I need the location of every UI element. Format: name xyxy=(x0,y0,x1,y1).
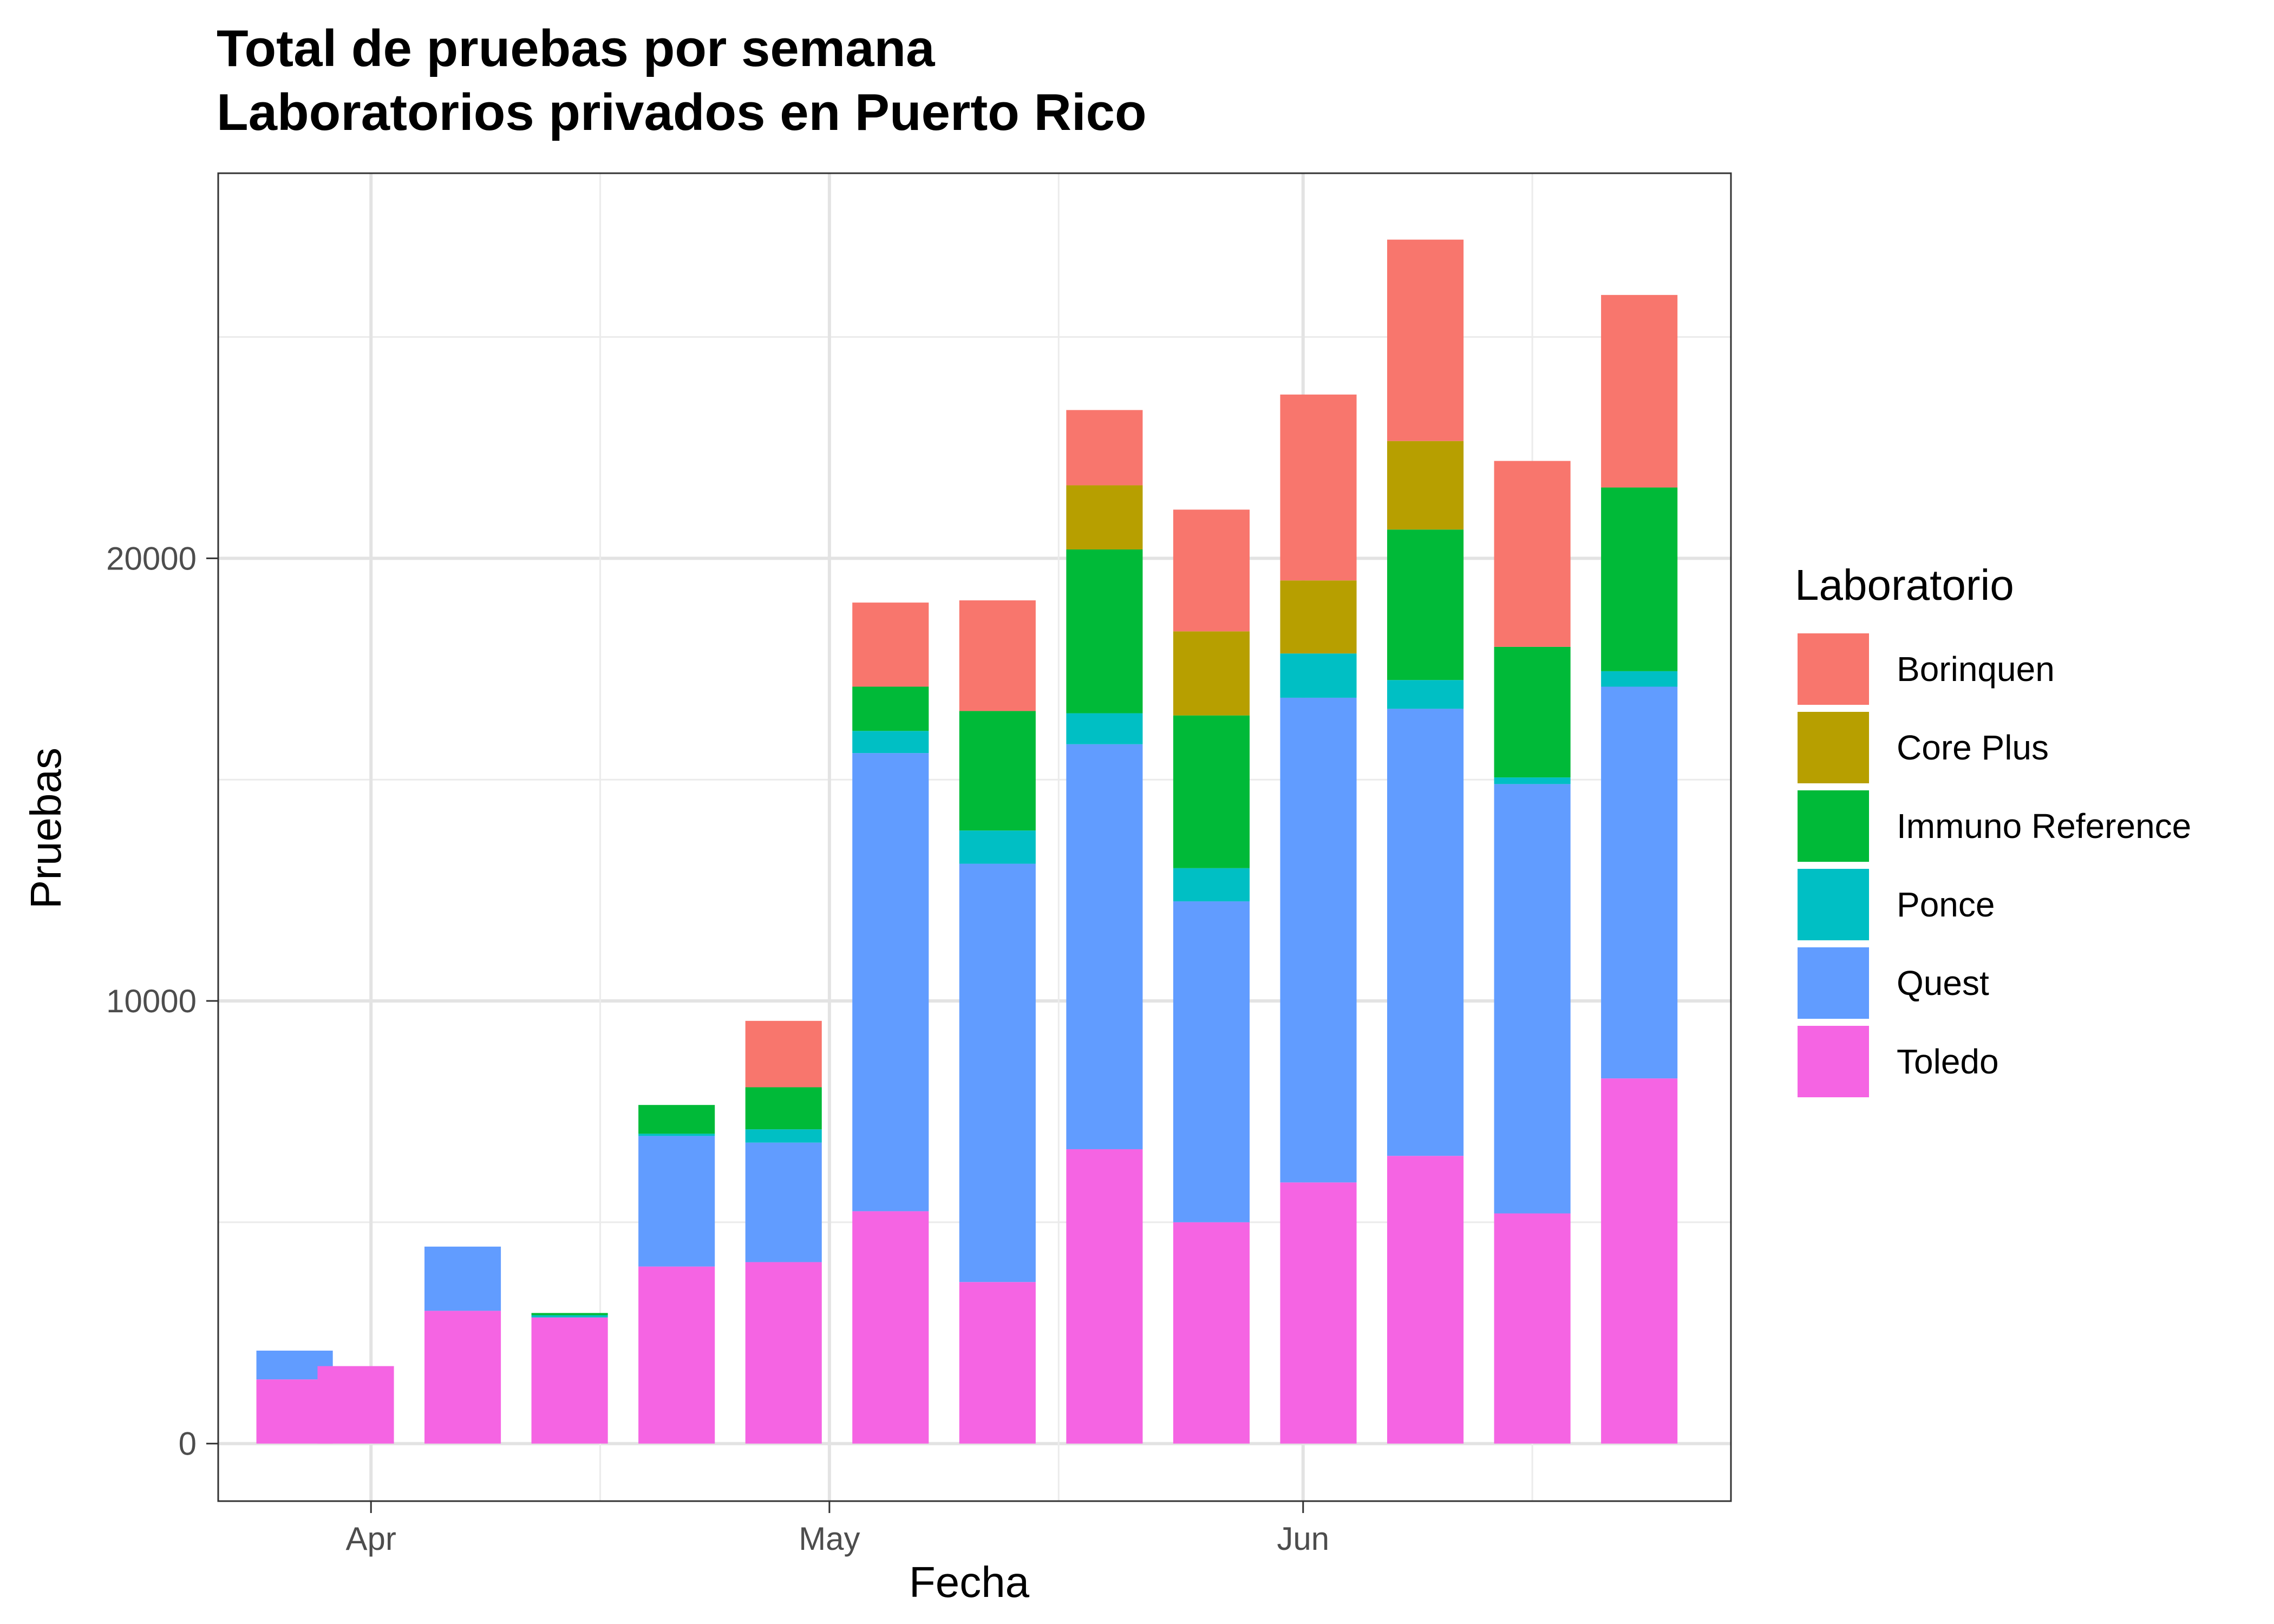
bar-immuno-reference xyxy=(1173,715,1250,868)
x-tick-label: Apr xyxy=(346,1521,396,1557)
bar-immuno-reference xyxy=(638,1105,715,1134)
chart-title: Total de pruebas por semana xyxy=(217,19,935,77)
bar-borinquen xyxy=(745,1020,822,1088)
legend-label: Core Plus xyxy=(1897,728,2049,767)
legend-label: Borinquen xyxy=(1897,650,2055,689)
bar-toledo xyxy=(959,1282,1036,1444)
bar-core-plus xyxy=(1173,631,1250,716)
bar-quest xyxy=(1280,697,1357,1183)
bar-toledo xyxy=(1387,1156,1464,1444)
bar-toledo xyxy=(1601,1078,1678,1444)
bar-borinquen xyxy=(1387,239,1464,441)
bar-toledo xyxy=(745,1262,822,1444)
bar-ponce xyxy=(1387,680,1464,709)
legend-key xyxy=(1798,1026,1869,1097)
x-tick-label: Jun xyxy=(1277,1521,1329,1557)
bar-immuno-reference xyxy=(1601,487,1678,671)
y-tick-label: 10000 xyxy=(106,983,197,1019)
x-tick-label: May xyxy=(799,1521,860,1557)
bar-quest xyxy=(1387,709,1464,1156)
legend-key xyxy=(1798,633,1869,705)
legend-label: Immuno Reference xyxy=(1897,807,2191,846)
legend-label: Toledo xyxy=(1897,1042,1999,1081)
legend-label: Ponce xyxy=(1897,885,1995,924)
bar-borinquen xyxy=(852,603,929,687)
bar-quest xyxy=(852,753,929,1212)
bar-ponce xyxy=(638,1134,715,1136)
legend-key xyxy=(1798,869,1869,940)
bar-quest xyxy=(1601,686,1678,1079)
bar-borinquen xyxy=(1494,461,1571,647)
bar-toledo xyxy=(638,1266,715,1444)
bar-toledo xyxy=(1066,1149,1143,1444)
bar-quest xyxy=(1066,744,1143,1149)
bar-immuno-reference xyxy=(852,686,929,731)
bar-toledo xyxy=(317,1366,394,1444)
bar-ponce xyxy=(852,731,929,754)
bars xyxy=(256,239,1678,1444)
y-tick-label: 20000 xyxy=(106,540,197,577)
legend-key xyxy=(1798,947,1869,1019)
legend-key xyxy=(1798,790,1869,862)
legend: Laboratorio Borinquen Core Plus Immuno Ref… xyxy=(1795,561,2191,1097)
gridlines xyxy=(218,173,1731,1501)
bar-borinquen xyxy=(959,600,1036,711)
bar-borinquen xyxy=(1280,394,1357,581)
bar-borinquen xyxy=(1601,294,1678,488)
bar-immuno-reference xyxy=(959,711,1036,831)
bar-immuno-reference xyxy=(1387,529,1464,680)
legend-title: Laboratorio xyxy=(1795,561,2014,609)
bar-immuno-reference xyxy=(745,1087,822,1130)
bar-ponce xyxy=(745,1129,822,1143)
bar-borinquen xyxy=(1066,410,1143,486)
x-axis: Apr May Jun xyxy=(346,1501,1329,1557)
y-axis-title: Pruebas xyxy=(22,748,70,909)
bar-core-plus xyxy=(1280,580,1357,654)
bar-toledo xyxy=(1280,1182,1357,1444)
bar-ponce xyxy=(1173,868,1250,902)
y-tick-label: 0 xyxy=(179,1426,197,1462)
legend-key xyxy=(1798,712,1869,783)
bar-quest xyxy=(745,1142,822,1262)
y-axis: 0 10000 20000 xyxy=(106,540,218,1462)
plot-border xyxy=(217,172,1732,1502)
bar-core-plus xyxy=(1387,441,1464,530)
bar-ponce xyxy=(1601,671,1678,687)
bar-toledo xyxy=(531,1317,608,1444)
bar-ponce xyxy=(959,830,1036,864)
bar-toledo xyxy=(852,1211,929,1444)
bar-toledo xyxy=(1173,1222,1250,1444)
chart-subtitle: Laboratorios privados en Puerto Rico xyxy=(217,83,1147,141)
bar-quest xyxy=(1494,784,1571,1214)
bar-immuno-reference xyxy=(1494,646,1571,778)
bar-ponce xyxy=(1280,653,1357,698)
bar-ponce xyxy=(1066,713,1143,744)
x-axis-title: Fecha xyxy=(909,1558,1030,1606)
bar-immuno-reference xyxy=(531,1313,608,1315)
bar-quest xyxy=(1173,901,1250,1222)
bar-ponce xyxy=(1494,777,1571,784)
bar-quest xyxy=(638,1136,715,1267)
bar-toledo xyxy=(1494,1213,1571,1444)
bar-quest xyxy=(424,1246,501,1311)
bar-borinquen xyxy=(1173,509,1250,632)
bar-quest xyxy=(959,863,1036,1282)
legend-label: Quest xyxy=(1897,964,1989,1003)
bar-ponce xyxy=(531,1315,608,1318)
bar-immuno-reference xyxy=(1066,549,1143,713)
bar-core-plus xyxy=(1066,485,1143,550)
bar-toledo xyxy=(424,1311,501,1444)
chart-titles: Total de pruebas por semana Laboratorios… xyxy=(217,19,1147,141)
